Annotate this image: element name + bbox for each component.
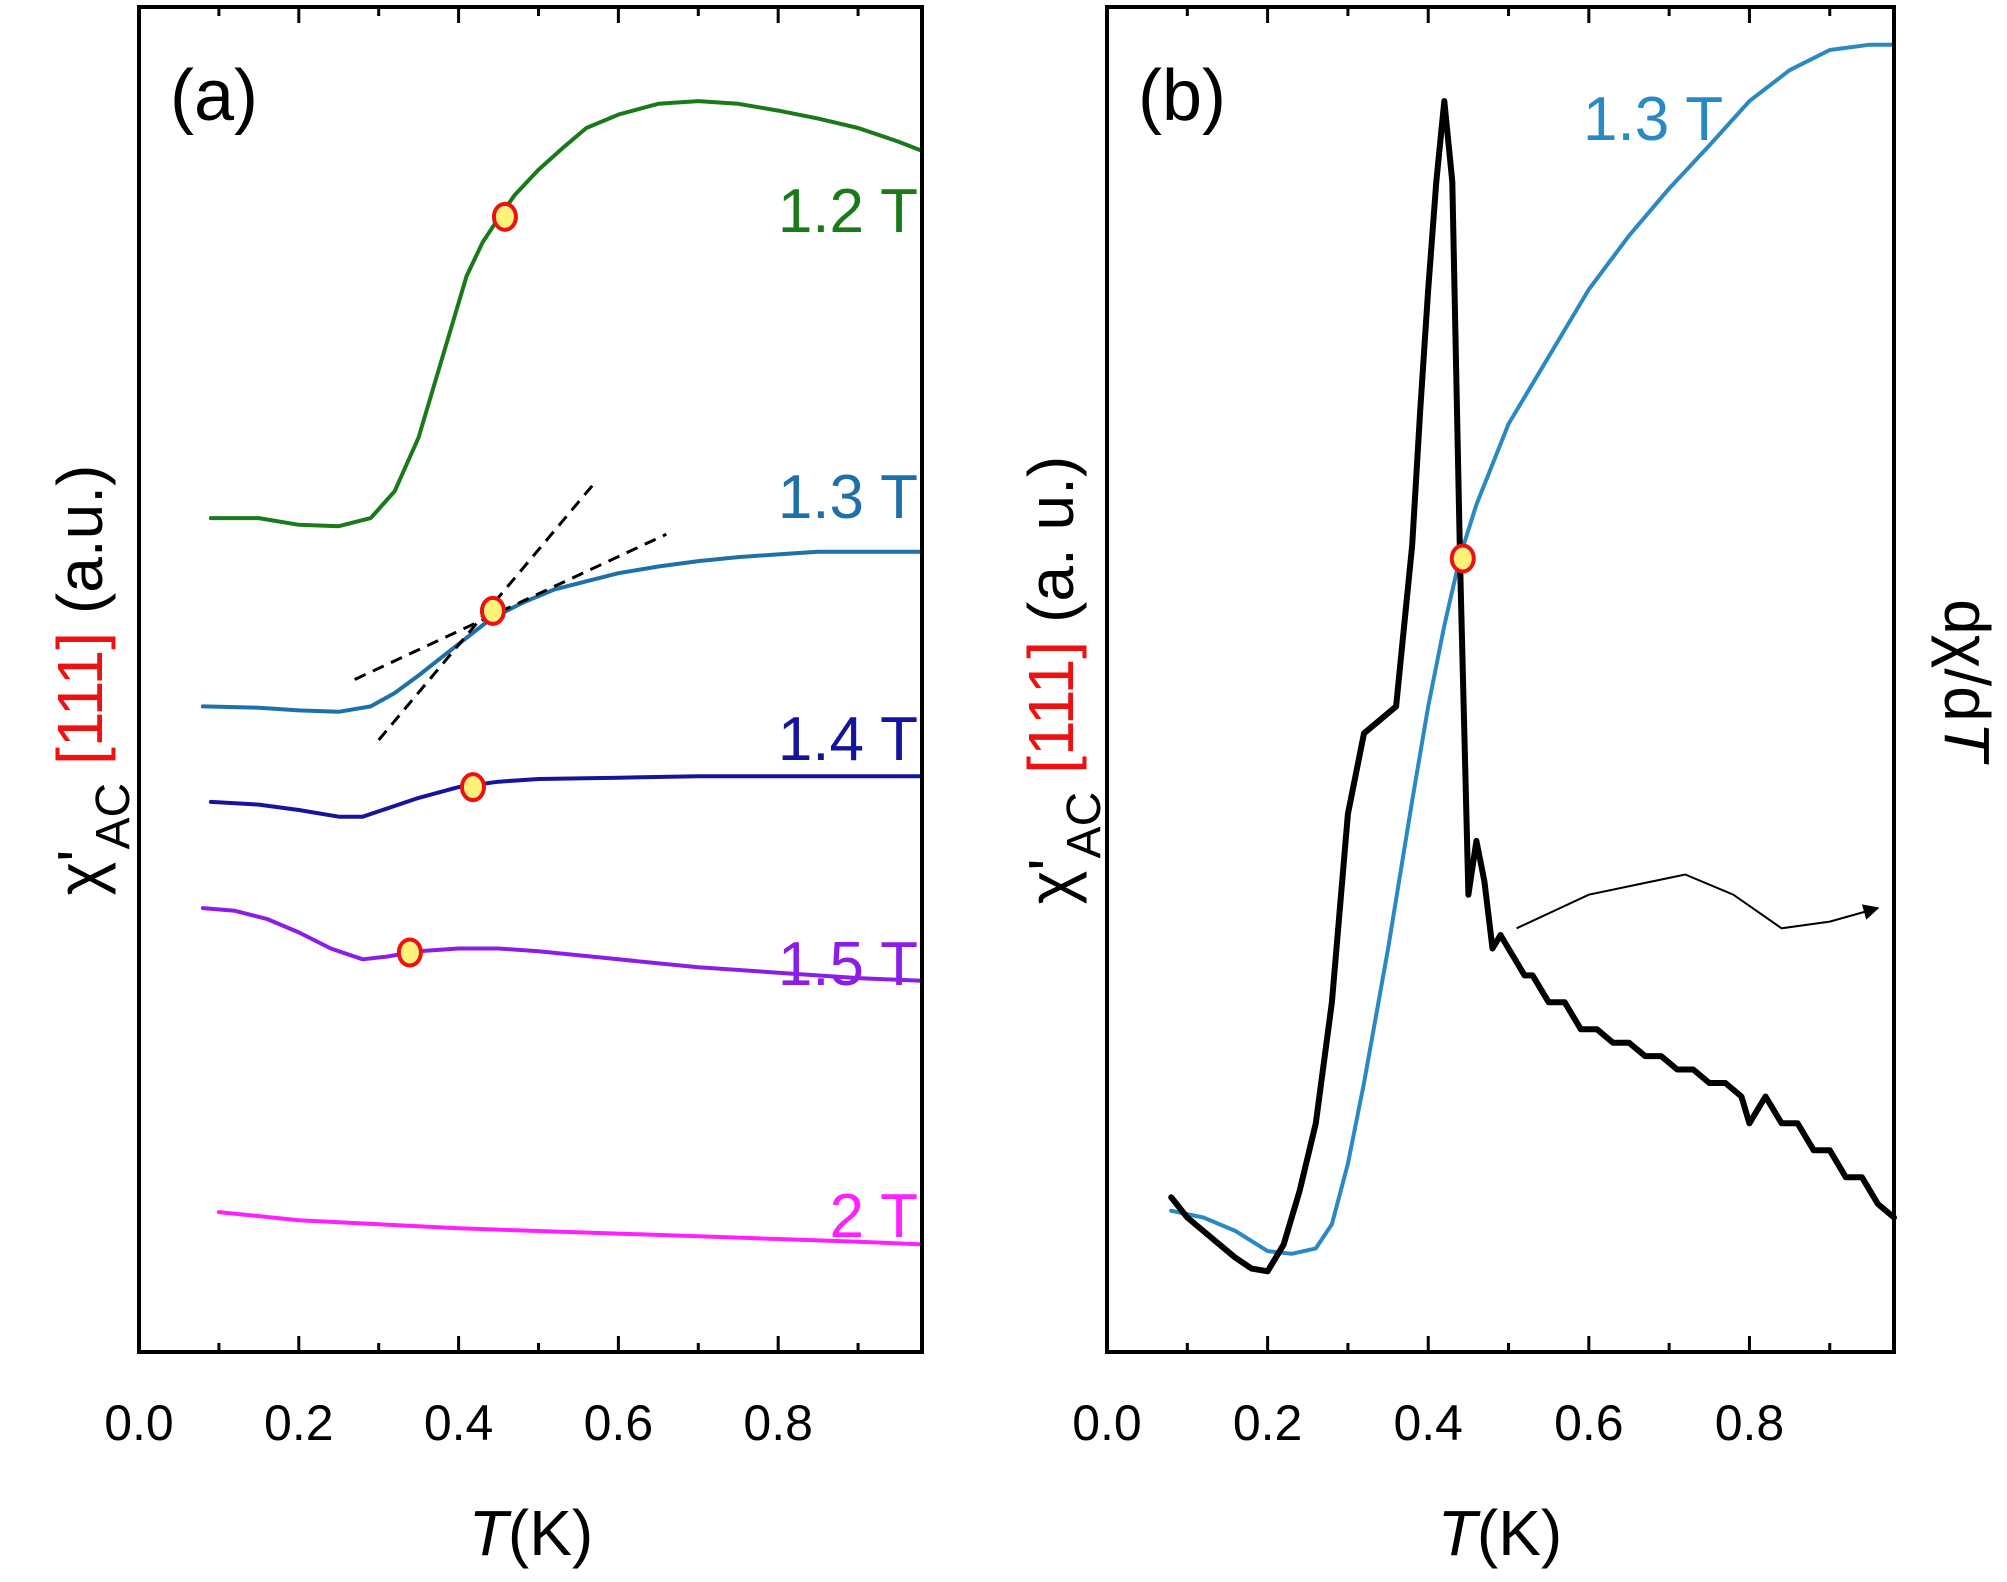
series-label-1.3T-b: 1.3 T bbox=[1583, 85, 1723, 154]
panel-b-frame bbox=[1105, 5, 1896, 1354]
panel-b-series-layer bbox=[1168, 42, 1897, 1275]
x-tick-label: 0.4 bbox=[1393, 1395, 1463, 1451]
series-label-2T: 2 T bbox=[830, 1182, 918, 1251]
panel-a-extras-layer bbox=[354, 201, 667, 968]
x-tick-label: 0.0 bbox=[1072, 1395, 1142, 1451]
series-line-2t bbox=[216, 1210, 924, 1247]
panel-a-series-layer bbox=[200, 99, 924, 1247]
x-tick-label: 0.6 bbox=[1554, 1395, 1624, 1451]
x-tick-label: 0.8 bbox=[1715, 1395, 1785, 1451]
x-tick-label: 0.2 bbox=[1233, 1395, 1303, 1451]
series-label-1.4T: 1.4 T bbox=[778, 705, 918, 774]
series-line-1.5t bbox=[200, 906, 924, 983]
series-line-1.4t bbox=[208, 774, 924, 819]
series-label-1.2T: 1.2 T bbox=[778, 177, 918, 246]
transition-marker-1.2t bbox=[491, 201, 518, 232]
series-line-1.2t bbox=[208, 99, 924, 529]
panel-b: 0.0 0.2 0.4 0.6 0.8 (b) 1.3 T T(K) χ'AC[111]… bbox=[1015, 5, 2003, 1569]
x-tick-label: 0.2 bbox=[264, 1395, 334, 1451]
panel-b-extras-layer bbox=[1449, 543, 1880, 930]
panel-a: 0.0 0.2 0.4 0.6 0.8 (a) 1.2 T 1.3 T 1.4 T 1.… bbox=[44, 5, 924, 1569]
series-line-ddt bbox=[1168, 98, 1897, 1275]
panel-a-y-axis-title: χ'AC[111](a.u.) bbox=[44, 465, 140, 896]
panel-b-x-ticks: 0.0 0.2 0.4 0.6 0.8 bbox=[1072, 7, 1832, 1451]
panel-b-y-axis-title: χ'AC[111](a. u.) bbox=[1015, 456, 1111, 905]
panel-b-x-axis-title: T(K) bbox=[1438, 1497, 1562, 1569]
transition-marker-1.3t bbox=[1449, 543, 1476, 574]
transition-marker-1.4t bbox=[459, 772, 486, 803]
panel-a-frame bbox=[137, 5, 924, 1354]
panel-a-x-ticks: 0.0 0.2 0.4 0.6 0.8 bbox=[104, 7, 860, 1451]
series-label-1.3T: 1.3 T bbox=[778, 463, 918, 532]
x-tick-label: 0.6 bbox=[584, 1395, 654, 1451]
transition-marker-1.3t bbox=[479, 595, 506, 626]
x-tick-label: 0.0 bbox=[104, 1395, 174, 1451]
x-tick-label: 0.8 bbox=[743, 1395, 813, 1451]
x-tick-label: 0.4 bbox=[424, 1395, 494, 1451]
panel-b-right-y-axis-title: dχ/dT bbox=[1931, 599, 2003, 765]
transition-marker-1.5t bbox=[396, 937, 423, 968]
series-label-1.5T: 1.5 T bbox=[778, 930, 918, 999]
series-line-1.3t bbox=[1169, 42, 1896, 1256]
panel-b-label: (b) bbox=[1138, 56, 1226, 136]
tangent-line-2 bbox=[354, 532, 667, 681]
panel-a-label: (a) bbox=[170, 56, 258, 136]
axis-arrow-annotation bbox=[1516, 873, 1880, 930]
panel-a-x-axis-title: T(K) bbox=[469, 1497, 593, 1569]
series-line-1.3t bbox=[200, 549, 924, 714]
